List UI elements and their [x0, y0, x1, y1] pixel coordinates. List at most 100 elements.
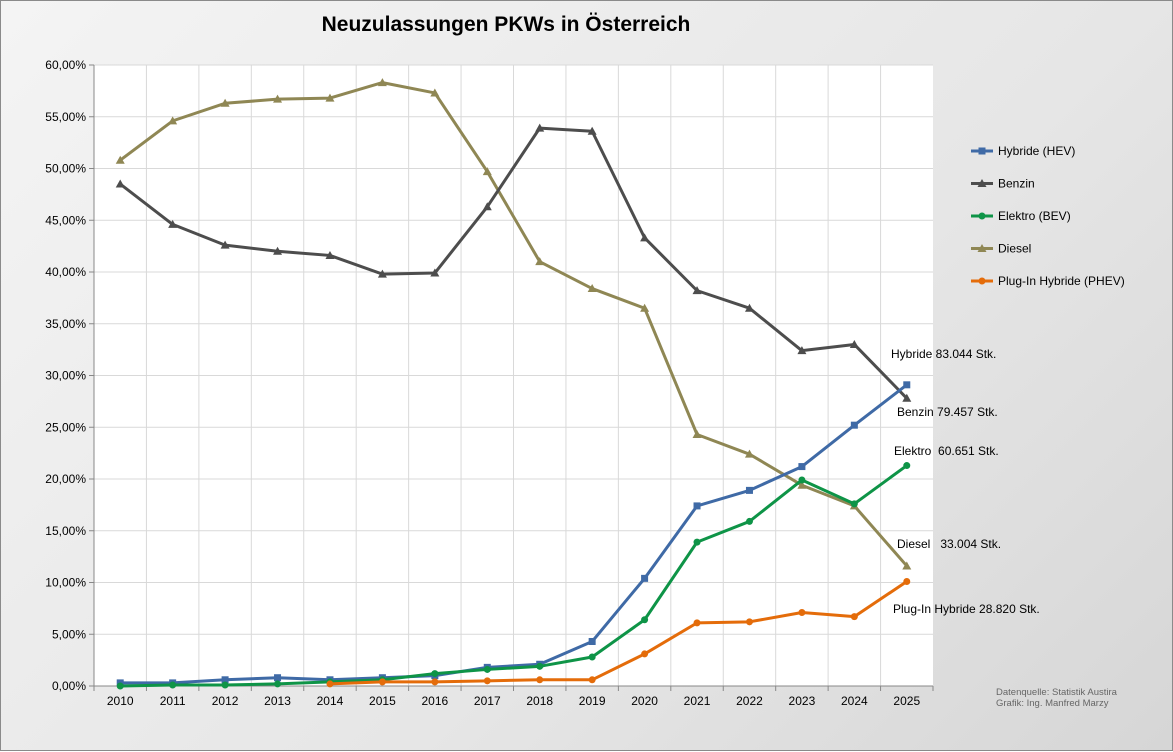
- data-annotation: Plug-In Hybride 28.820 Stk.: [893, 602, 1040, 616]
- series-line: [119, 81, 908, 567]
- data-point: [850, 613, 858, 621]
- data-point: [693, 538, 701, 546]
- data-point: [798, 609, 806, 617]
- data-point: [797, 346, 807, 355]
- x-tick-label: 2012: [212, 694, 239, 708]
- data-point: [641, 616, 649, 624]
- y-tick-label: 60,00%: [45, 58, 86, 72]
- y-tick-label: 15,00%: [45, 524, 86, 538]
- data-point: [902, 561, 912, 570]
- data-point: [640, 303, 650, 312]
- x-tick-label: 2016: [421, 694, 448, 708]
- x-tick-label: 2024: [841, 694, 868, 708]
- x-tick-label: 2019: [579, 694, 606, 708]
- data-point: [220, 98, 230, 107]
- chart-title: Neuzulassungen PKWs in Österreich: [321, 13, 691, 36]
- y-tick-label: 10,00%: [45, 576, 86, 590]
- data-point: [274, 674, 282, 682]
- legend-marker: [978, 212, 986, 220]
- x-tick-label: 2010: [107, 694, 134, 708]
- legend-label: Plug-In Hybride (PHEV): [998, 274, 1125, 288]
- data-point: [169, 681, 177, 689]
- data-point: [430, 268, 440, 277]
- series-elektro-bev-: [116, 462, 911, 690]
- series-diesel: [115, 78, 912, 570]
- y-tick-label: 25,00%: [45, 420, 86, 434]
- data-point: [430, 88, 440, 97]
- data-point: [221, 681, 229, 689]
- data-point: [744, 449, 754, 458]
- legend-marker: [978, 277, 986, 285]
- x-tick-label: 2014: [317, 694, 344, 708]
- data-point: [903, 462, 911, 470]
- source-note: Datenquelle: Statistik Austira: [996, 687, 1118, 698]
- series-line: [329, 580, 908, 686]
- source-note: Grafik: Ing. Manfred Marzy: [996, 698, 1109, 709]
- x-tick-label: 2025: [893, 694, 920, 708]
- data-point: [220, 240, 230, 249]
- series-line: [119, 126, 908, 400]
- y-tick-label: 55,00%: [45, 110, 86, 124]
- x-tick-label: 2011: [160, 694, 186, 708]
- x-tick-label: 2013: [264, 694, 291, 708]
- data-point: [168, 116, 178, 125]
- legend-marker: [977, 244, 987, 252]
- y-tick-label: 30,00%: [45, 369, 86, 383]
- data-point: [483, 677, 491, 685]
- series-line: [120, 464, 908, 688]
- x-tick-label: 2015: [369, 694, 396, 708]
- data-point: [693, 619, 701, 627]
- data-point: [431, 678, 439, 686]
- legend-label: Diesel: [998, 242, 1031, 256]
- data-point: [641, 650, 649, 658]
- data-point: [431, 670, 439, 678]
- legend-marker: [978, 147, 986, 155]
- x-tick-label: 2020: [631, 694, 658, 708]
- x-tick-label: 2017: [474, 694, 501, 708]
- data-point: [744, 303, 754, 312]
- data-point: [535, 123, 545, 132]
- data-point: [115, 179, 125, 188]
- data-point: [325, 250, 335, 259]
- data-point: [692, 429, 702, 438]
- data-point: [325, 93, 335, 102]
- data-annotation: Diesel 33.004 Stk.: [897, 537, 1001, 551]
- data-point: [745, 618, 753, 626]
- data-point: [274, 680, 282, 688]
- series-line: [120, 383, 908, 685]
- data-point: [483, 665, 491, 673]
- data-point: [273, 246, 283, 255]
- data-point: [745, 486, 753, 494]
- data-point: [378, 678, 386, 686]
- data-point: [797, 480, 807, 489]
- data-point: [377, 269, 387, 278]
- data-point: [482, 202, 492, 211]
- data-point: [588, 653, 596, 661]
- data-point: [116, 682, 124, 690]
- data-point: [693, 502, 701, 510]
- data-point: [536, 676, 544, 684]
- legend-label: Elektro (BEV): [998, 209, 1071, 223]
- data-point: [535, 257, 545, 266]
- data-point: [588, 637, 596, 645]
- legend: Hybride (HEV) Benzin Elektro (BEV) Diesel Pl…: [971, 144, 1125, 288]
- data-annotation: Hybride 83.044 Stk.: [891, 347, 996, 361]
- data-point: [692, 286, 702, 295]
- legend-marker: [977, 179, 987, 187]
- y-tick-label: 40,00%: [45, 265, 86, 279]
- data-point: [850, 421, 858, 429]
- y-tick-label: 0,00%: [52, 679, 86, 693]
- legend-label: Benzin: [998, 177, 1035, 191]
- data-point: [168, 219, 178, 228]
- data-point: [273, 94, 283, 103]
- y-tick-label: 5,00%: [52, 627, 86, 641]
- data-point: [482, 167, 492, 176]
- data-annotation: Benzin 79.457 Stk.: [897, 405, 998, 419]
- data-point: [902, 393, 912, 402]
- data-point: [326, 680, 334, 688]
- data-point: [903, 577, 911, 585]
- data-point: [588, 676, 596, 684]
- data-point: [115, 155, 125, 164]
- data-point: [798, 463, 806, 471]
